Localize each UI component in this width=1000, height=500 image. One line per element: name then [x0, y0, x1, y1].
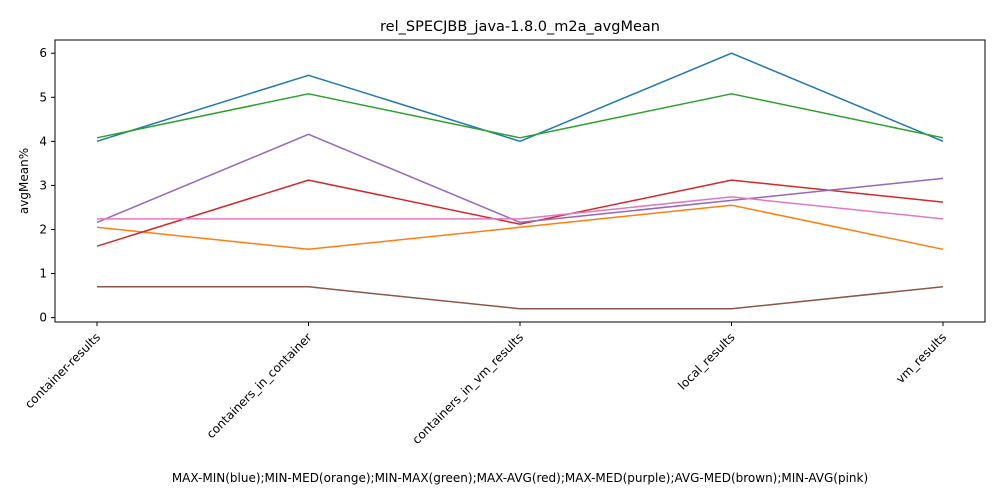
y-tick-label: 3 — [39, 178, 47, 192]
chart-title: rel_SPECJBB_java-1.8.0_m2a_avgMean — [380, 19, 660, 35]
x-tick-label: containers_in_vm_results — [409, 330, 526, 447]
x-tick-label: container-results — [22, 330, 103, 411]
x-tick-label: vm_results — [893, 330, 949, 386]
series-line-4 — [96, 133, 944, 224]
series-line-2 — [96, 93, 944, 139]
series-line-6 — [97, 196, 944, 220]
series-line-1 — [96, 204, 944, 251]
y-tick-label: 2 — [39, 222, 47, 236]
series-line-0 — [96, 52, 944, 143]
y-tick-label: 1 — [39, 267, 47, 281]
y-tick-label: 6 — [39, 46, 47, 60]
y-tick-label: 0 — [39, 311, 47, 325]
series-line-3 — [96, 179, 944, 247]
series-line-5 — [97, 286, 944, 310]
x-axis-label: MAX-MIN(blue);MIN-MED(orange);MIN-MAX(gr… — [172, 471, 868, 485]
y-tick-label: 4 — [39, 134, 47, 148]
x-axis: container-results containers_in_container… — [22, 322, 949, 447]
x-tick-label: local_results — [675, 330, 737, 392]
series-layer — [96, 52, 944, 310]
y-tick-label: 5 — [39, 90, 47, 104]
y-axis: 0 1 2 3 4 5 6 — [39, 46, 55, 325]
x-tick-label: containers_in_container — [204, 330, 315, 441]
y-axis-label: avgMean% — [17, 148, 31, 214]
